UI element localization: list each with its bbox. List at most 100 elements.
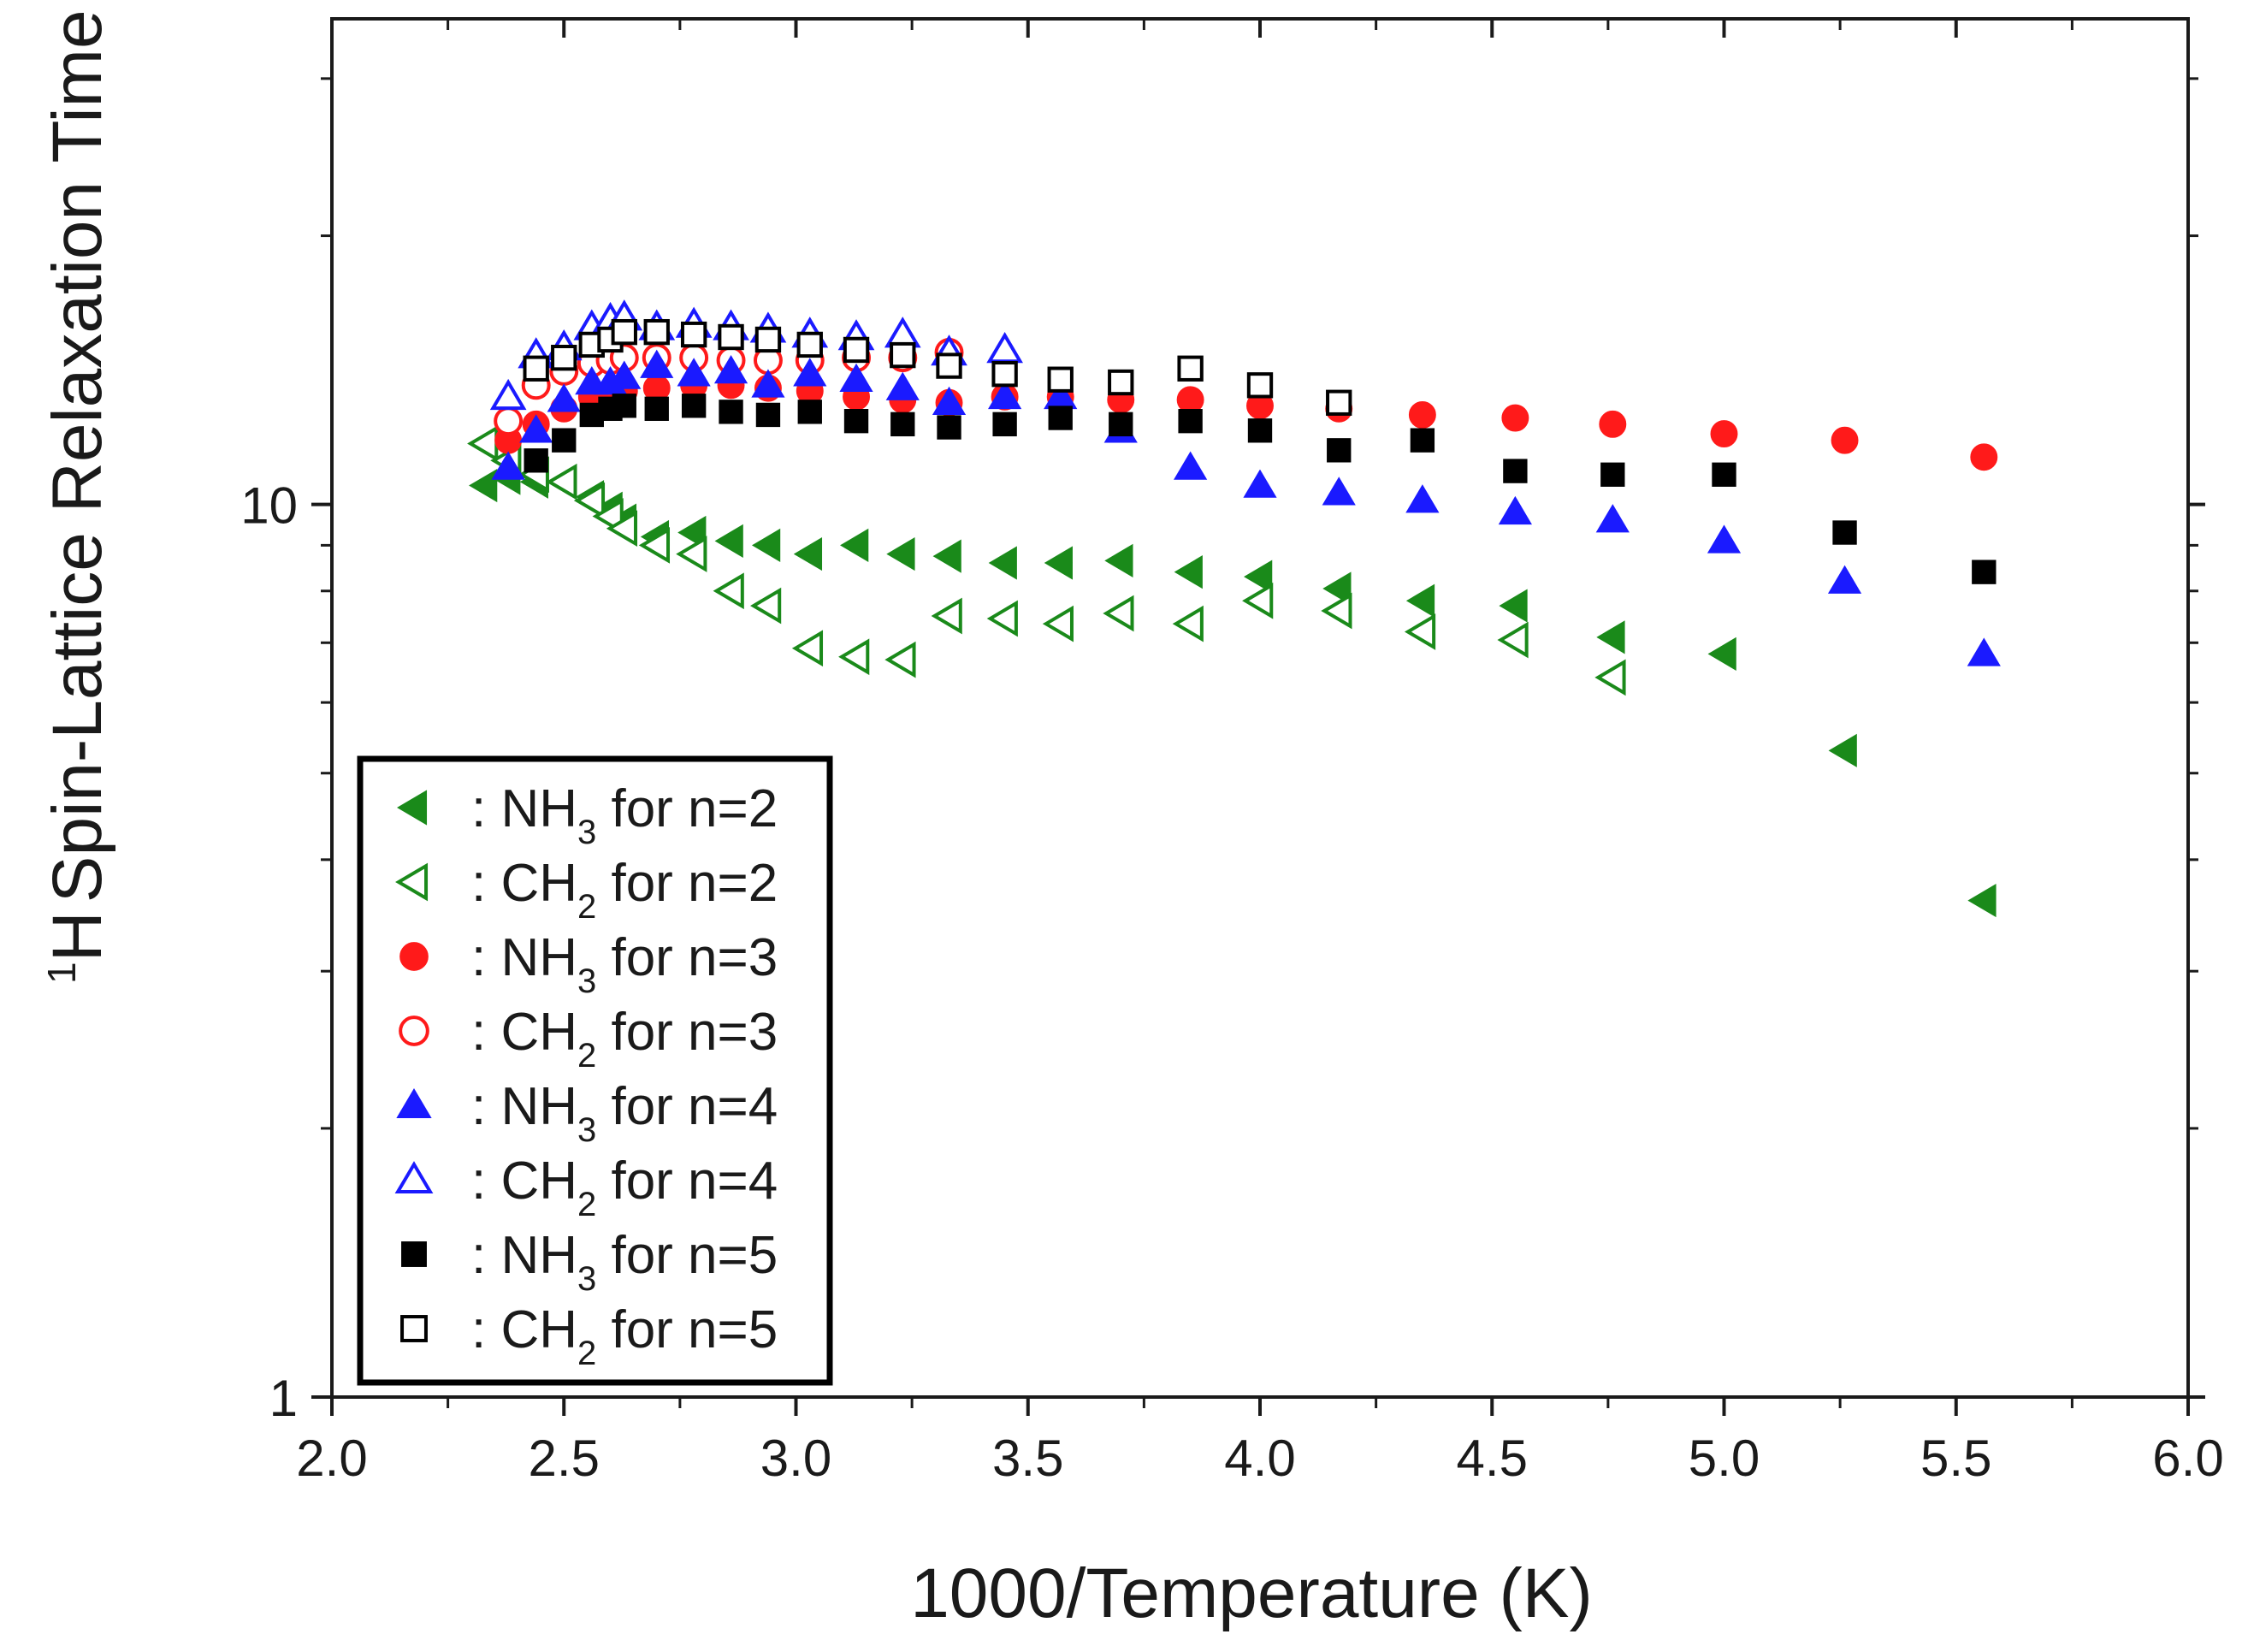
x-tick-label: 3.5 bbox=[992, 1430, 1063, 1487]
series-8 bbox=[523, 318, 1352, 416]
x-tick-label: 2.0 bbox=[296, 1430, 367, 1487]
data-point bbox=[1109, 412, 1133, 437]
data-point bbox=[1596, 620, 1625, 654]
legend-marker bbox=[400, 1315, 428, 1342]
data-point bbox=[547, 383, 581, 412]
x-tick-label: 4.0 bbox=[1224, 1430, 1295, 1487]
data-point bbox=[1176, 386, 1204, 414]
data-point bbox=[644, 396, 669, 421]
data-point bbox=[1970, 443, 1998, 471]
data-point bbox=[793, 536, 823, 571]
series-7 bbox=[524, 394, 1997, 584]
data-point bbox=[931, 597, 962, 635]
legend-marker bbox=[397, 790, 428, 826]
data-point bbox=[677, 358, 711, 387]
data-point bbox=[750, 587, 782, 625]
data-point bbox=[469, 468, 498, 503]
legend-label-prefix: : CH bbox=[471, 854, 577, 913]
x-tick-label: 6.0 bbox=[2152, 1430, 2223, 1487]
data-point bbox=[524, 448, 548, 473]
data-point bbox=[1831, 426, 1859, 454]
y-axis-title-text: 1H Spin-Lattice Relaxation Time (ms) bbox=[38, 0, 116, 984]
data-point bbox=[1405, 583, 1435, 618]
legend-label: : NH3 for n=5 bbox=[471, 1226, 778, 1298]
data-point bbox=[611, 318, 637, 346]
legend-marker bbox=[399, 942, 429, 971]
x-tick-label: 3.0 bbox=[760, 1430, 831, 1487]
legend-label-suffix: for n=4 bbox=[596, 1077, 778, 1136]
data-point bbox=[677, 515, 707, 550]
data-point bbox=[886, 536, 915, 571]
legend-label: : CH2 for n=3 bbox=[471, 1003, 778, 1075]
legend-label-suffix: for n=3 bbox=[596, 928, 778, 987]
data-point bbox=[1404, 613, 1436, 650]
data-point bbox=[843, 336, 870, 364]
data-point bbox=[552, 428, 577, 453]
data-point bbox=[551, 345, 577, 371]
legend-label-subscript: 3 bbox=[577, 1260, 596, 1298]
data-point bbox=[937, 415, 961, 440]
data-point bbox=[1972, 560, 1997, 584]
data-point bbox=[718, 323, 744, 351]
x-tick-label: 5.5 bbox=[1920, 1430, 1991, 1487]
data-point bbox=[713, 354, 748, 384]
data-point bbox=[680, 321, 707, 348]
legend-label-suffix: for n=3 bbox=[596, 1003, 778, 1062]
x-tick-label: 4.5 bbox=[1457, 1430, 1528, 1487]
legend-label: : CH2 for n=2 bbox=[471, 854, 778, 926]
data-point bbox=[1828, 733, 1857, 767]
data-point bbox=[1499, 589, 1528, 623]
data-point bbox=[519, 414, 553, 443]
data-point bbox=[638, 527, 671, 564]
legend-label: : NH3 for n=2 bbox=[471, 779, 778, 851]
data-point bbox=[1600, 462, 1625, 487]
data-point bbox=[1707, 637, 1736, 672]
legend-label: : CH2 for n=4 bbox=[471, 1152, 778, 1223]
data-point bbox=[607, 360, 642, 389]
legend-label: : NH3 for n=4 bbox=[471, 1077, 778, 1149]
data-point bbox=[1599, 410, 1627, 438]
data-point bbox=[1047, 366, 1074, 393]
data-point bbox=[1242, 582, 1274, 619]
data-point bbox=[986, 600, 1018, 637]
data-point bbox=[1832, 520, 1857, 545]
data-point bbox=[791, 630, 824, 667]
data-markers bbox=[467, 299, 2001, 918]
data-point bbox=[1501, 404, 1529, 432]
data-point bbox=[890, 341, 916, 369]
legend-label-suffix: for n=2 bbox=[596, 854, 778, 913]
data-point bbox=[1042, 605, 1074, 642]
data-point bbox=[1594, 659, 1626, 696]
data-point bbox=[1827, 565, 1862, 594]
y-axis-title-main: Spin-Lattice Relaxation Time (ms) bbox=[38, 0, 116, 903]
data-point bbox=[1497, 621, 1529, 659]
data-point bbox=[751, 528, 781, 562]
data-point bbox=[1178, 409, 1203, 434]
legend-label-subscript: 2 bbox=[577, 888, 596, 926]
data-point bbox=[640, 349, 674, 378]
data-point bbox=[573, 482, 606, 519]
data-point bbox=[1327, 438, 1352, 463]
legend-box bbox=[357, 755, 833, 1386]
legend-label-prefix: : NH bbox=[471, 779, 577, 838]
data-point bbox=[796, 331, 823, 358]
data-point bbox=[1322, 477, 1356, 506]
data-point bbox=[713, 572, 744, 610]
legend-label-prefix: : NH bbox=[471, 1226, 577, 1285]
data-point bbox=[1108, 369, 1134, 396]
data-point bbox=[932, 386, 967, 416]
data-point bbox=[1044, 546, 1073, 580]
data-point bbox=[676, 536, 707, 572]
data-point bbox=[491, 451, 525, 480]
legend-label: : CH2 for n=5 bbox=[471, 1300, 778, 1372]
data-point bbox=[839, 363, 873, 392]
data-point bbox=[1174, 555, 1203, 589]
axes: 2.0 2.5 3.0 3.5 4.0 4.5 5.0 5.5 6.0 1 10 bbox=[240, 17, 2224, 1487]
data-point bbox=[1710, 420, 1738, 447]
data-point bbox=[1498, 495, 1532, 525]
legend-label-subscript: 3 bbox=[577, 1111, 596, 1149]
legend-label-prefix: : NH bbox=[471, 928, 577, 987]
data-point bbox=[1177, 355, 1204, 382]
data-point bbox=[719, 400, 743, 424]
